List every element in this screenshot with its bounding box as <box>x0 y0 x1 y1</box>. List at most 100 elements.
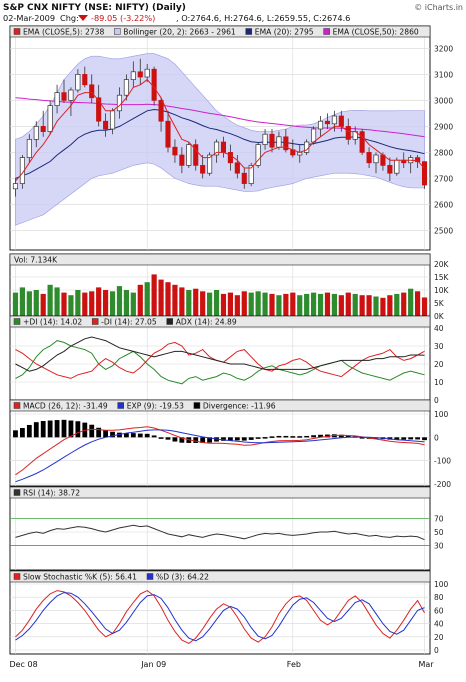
down-arrow-icon <box>78 15 88 21</box>
candle-body <box>33 126 39 140</box>
adx-tick-label: 20 <box>434 360 444 369</box>
volume-bar <box>213 290 220 316</box>
divergence-bar <box>47 420 53 438</box>
volume-bar <box>61 292 67 316</box>
stoch-tick-label: 40 <box>434 620 444 629</box>
adx-tick-label: 10 <box>434 378 444 387</box>
price-tick-label: 2900 <box>434 122 453 131</box>
candle-body <box>311 128 317 143</box>
price-legend-swatch <box>245 28 253 35</box>
stoch-stoch_k-line <box>15 590 425 644</box>
stoch-tick-label: 60 <box>434 606 444 615</box>
divergence-bar <box>408 437 414 440</box>
stoch-tick-label: 80 <box>434 593 444 602</box>
volume-bar <box>19 287 25 316</box>
divergence-bar <box>110 431 115 438</box>
candle-body <box>248 165 254 184</box>
divergence-bar <box>158 437 164 439</box>
volume-bar <box>276 295 282 316</box>
macd-legend-bar <box>9 399 431 412</box>
macd-legend-swatch <box>117 402 124 409</box>
candle-body <box>227 152 233 164</box>
chart-title: S&P CNX NIFTY (NSE: NIFTY) (Daily) <box>3 3 186 13</box>
price-legend-bar <box>9 25 431 38</box>
stoch-legend-bar <box>9 570 431 583</box>
divergence-bar <box>221 437 226 441</box>
rsi-panel <box>9 486 431 571</box>
adx-legend-swatch <box>91 318 99 325</box>
volume-bar <box>144 282 150 316</box>
volume-bar <box>179 287 185 316</box>
divergence-bar <box>207 437 212 443</box>
price-legend-label: EMA (CLOSE,5): 2738 <box>23 28 104 37</box>
volume-bar <box>234 295 240 316</box>
volume-bar <box>283 293 289 316</box>
divergence-bar <box>89 424 95 438</box>
candle-body <box>172 146 178 156</box>
candle-body <box>387 165 393 174</box>
adx-legend-label: +DI (14): 14.02 <box>23 318 82 327</box>
candle-body <box>26 139 32 158</box>
divergence-bar <box>283 435 289 438</box>
volume-bar <box>123 290 129 316</box>
candle-body <box>373 154 379 164</box>
candle-body <box>276 136 282 148</box>
divergence-bar <box>297 436 303 438</box>
macd-legend-label: Divergence: -11.96 <box>203 402 276 411</box>
macd-legend-label: EXP (9): -19.53 <box>127 402 184 411</box>
volume-bar <box>54 287 60 316</box>
volume-bar <box>172 284 178 316</box>
divergence-bar <box>68 420 74 438</box>
volume-bar <box>304 293 310 316</box>
divergence-bar <box>20 428 25 438</box>
volume-bar <box>317 293 324 316</box>
volume-bar <box>193 288 199 316</box>
stoch-tick-label: 100 <box>434 580 449 589</box>
adx-legend-label: ADX (14): 24.89 <box>176 318 237 327</box>
macd-tick-label: 100 <box>434 410 449 419</box>
divergence-bar <box>96 427 102 438</box>
volume-bar <box>103 290 109 316</box>
volume-bar <box>366 295 372 316</box>
adx-tick-label: 40 <box>434 324 444 333</box>
candle-body <box>54 92 60 106</box>
macd-exp-line <box>15 429 425 483</box>
volume-bar <box>290 292 296 316</box>
price-legend-label: EMA (20): 2795 <box>255 28 314 37</box>
divergence-bar <box>137 433 143 438</box>
volume-bar <box>297 295 303 316</box>
volume-bar <box>186 290 192 316</box>
candle-body <box>144 68 150 78</box>
candle-body <box>186 144 192 166</box>
candle-body <box>283 136 289 151</box>
candle-body <box>193 144 199 166</box>
header-change-value: -89.05 (-3.22%) <box>91 13 155 23</box>
candle-body <box>89 84 95 99</box>
x-axis: Dec 08 Jan 09 Feb Mar <box>9 660 434 669</box>
divergence-bar <box>262 437 268 439</box>
candle-body <box>116 94 123 112</box>
candle-body <box>68 89 74 101</box>
price-tick-label: 2600 <box>434 200 453 209</box>
volume-bar <box>151 274 157 316</box>
volume-bar <box>408 288 414 316</box>
price-tick-label: 3200 <box>434 44 453 53</box>
volume-bar <box>324 292 331 316</box>
candle-body <box>234 162 240 174</box>
price-legend-swatch <box>114 28 121 35</box>
volume-bar <box>207 292 213 316</box>
adx-plus_di-line <box>15 340 425 385</box>
rsi-tick-label: 30 <box>434 542 444 551</box>
divergence-bar <box>269 436 275 438</box>
price-legend-swatch <box>13 28 21 35</box>
macd-tick-label: -200 <box>434 480 451 489</box>
candle-body <box>241 172 247 184</box>
candle-body <box>109 110 116 130</box>
candle-body <box>96 97 102 122</box>
adx-legend-swatch <box>13 318 21 325</box>
stoch-legend-swatch <box>146 573 154 580</box>
rsi-tick-label: 70 <box>434 514 444 523</box>
divergence-bar <box>290 436 296 438</box>
volume-bar <box>338 295 344 316</box>
